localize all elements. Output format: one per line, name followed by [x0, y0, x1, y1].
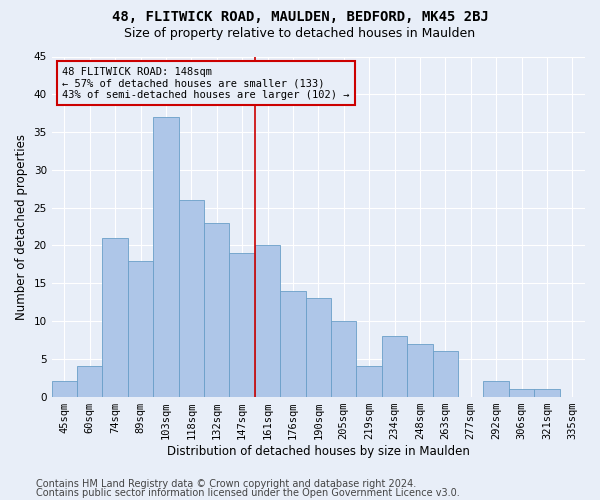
Bar	[103, 238, 128, 396]
Bar	[433, 351, 458, 397]
Text: Contains public sector information licensed under the Open Government Licence v3: Contains public sector information licen…	[36, 488, 460, 498]
Bar	[331, 321, 356, 396]
Bar	[280, 291, 305, 397]
Text: 48, FLITWICK ROAD, MAULDEN, BEDFORD, MK45 2BJ: 48, FLITWICK ROAD, MAULDEN, BEDFORD, MK4…	[112, 10, 488, 24]
Bar	[255, 246, 280, 396]
Text: Contains HM Land Registry data © Crown copyright and database right 2024.: Contains HM Land Registry data © Crown c…	[36, 479, 416, 489]
Bar	[153, 117, 179, 396]
Bar	[52, 382, 77, 396]
X-axis label: Distribution of detached houses by size in Maulden: Distribution of detached houses by size …	[167, 444, 470, 458]
Text: Size of property relative to detached houses in Maulden: Size of property relative to detached ho…	[124, 28, 476, 40]
Bar	[407, 344, 433, 396]
Text: 48 FLITWICK ROAD: 148sqm
← 57% of detached houses are smaller (133)
43% of semi-: 48 FLITWICK ROAD: 148sqm ← 57% of detach…	[62, 66, 350, 100]
Bar	[356, 366, 382, 396]
Bar	[77, 366, 103, 396]
Bar	[305, 298, 331, 396]
Bar	[128, 260, 153, 396]
Bar	[204, 223, 229, 396]
Bar	[382, 336, 407, 396]
Bar	[484, 382, 509, 396]
Bar	[534, 389, 560, 396]
Y-axis label: Number of detached properties: Number of detached properties	[15, 134, 28, 320]
Bar	[509, 389, 534, 396]
Bar	[229, 253, 255, 396]
Bar	[179, 200, 204, 396]
